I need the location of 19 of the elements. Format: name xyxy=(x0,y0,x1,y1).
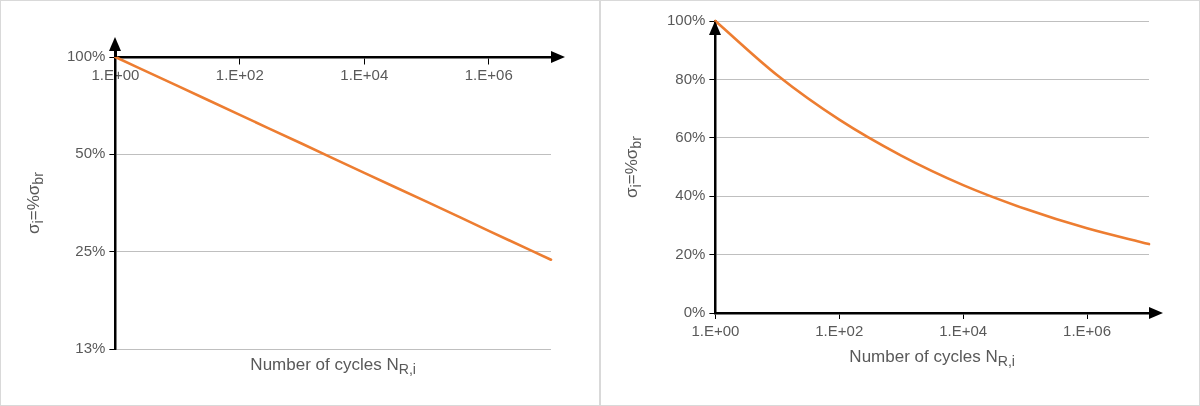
y-tick-label: 20% xyxy=(675,244,706,262)
y-tick-label: 0% xyxy=(683,303,706,321)
x-tick-label: 1.E+02 xyxy=(815,322,864,340)
x-axis-title: Number of cycles N$_{R,i}$ xyxy=(250,355,416,378)
x-tick-label: 1.E+06 xyxy=(464,66,513,84)
y-tick-label: 50% xyxy=(75,144,106,162)
x-tick-label: 1.E+04 xyxy=(939,322,988,340)
x-tick-label: 1.E+00 xyxy=(691,322,740,340)
y-tick-label: 60% xyxy=(675,127,706,145)
x-tick-label: 1.E+02 xyxy=(215,66,264,84)
y-tick-label: 80% xyxy=(675,69,706,87)
x-axis-title: Number of cycles N$_{R,i}$ xyxy=(849,347,1015,370)
y-tick-label: 13% xyxy=(75,339,106,357)
y-tick-label: 25% xyxy=(75,241,106,259)
x-tick-label: 1.E+04 xyxy=(340,66,389,84)
y-tick-label: 100% xyxy=(666,11,706,29)
x-tick-label: 1.E+06 xyxy=(1063,322,1112,340)
y-tick-label: 40% xyxy=(675,186,706,204)
y-tick-label: 100% xyxy=(66,47,106,65)
